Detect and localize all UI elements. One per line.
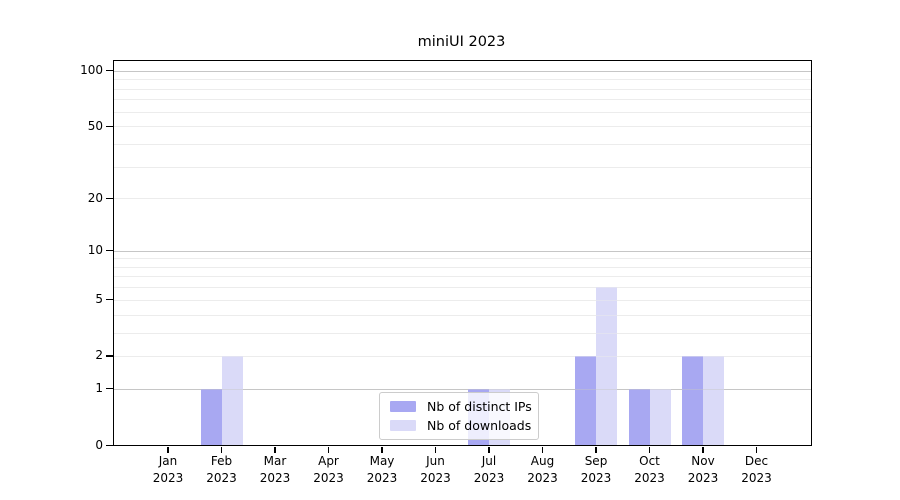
x-axis-tick-1	[220, 446, 223, 453]
y-axis-label-50: 50	[87, 118, 103, 133]
legend-swatch-distinct-ips-icon	[390, 401, 416, 412]
x-axis-tick-0	[167, 446, 169, 453]
gridlines-layer	[114, 61, 811, 445]
bar-nb-of-distinct-ips-9	[628, 388, 650, 445]
gridline-y-4	[114, 314, 811, 316]
x-axis-tick-3	[327, 446, 330, 453]
x-axis-tick-6	[488, 446, 490, 453]
x-axis-label-9: Oct 2023	[634, 454, 665, 485]
gridline-y-20	[114, 198, 811, 200]
x-axis-label-4: May 2023	[366, 454, 398, 485]
x-axis-tick-9	[648, 446, 651, 453]
x-axis-tick-7	[541, 446, 544, 453]
gridline-y-3	[114, 332, 811, 334]
bar-nb-of-distinct-ips-10	[682, 355, 703, 445]
gridline-y-60	[114, 111, 811, 113]
gridline-y-7	[114, 276, 811, 278]
gridline-y-10	[114, 250, 811, 252]
chart-title: miniUI 2023	[417, 34, 506, 50]
x-axis-label-6: Jul 2023	[473, 454, 505, 485]
legend-label-distinct-ips: Nb of distinct IPs	[427, 399, 532, 414]
gridline-y-6	[114, 287, 811, 289]
y-axis-label-10: 10	[87, 243, 103, 258]
x-axis-tick-4	[381, 446, 383, 453]
y-axis-label-0: 0	[95, 437, 103, 452]
bar-nb-of-downloads-9	[649, 388, 671, 445]
bar-nb-of-downloads-10	[703, 355, 724, 445]
y-axis-tick-5	[105, 299, 113, 301]
gridline-y-5	[114, 299, 811, 301]
gridline-y-80	[114, 88, 811, 90]
x-axis-tick-11	[755, 446, 758, 453]
bar-nb-of-distinct-ips-1	[200, 388, 222, 445]
y-axis-label-2: 2	[95, 348, 103, 363]
x-axis-label-10: Nov 2023	[687, 454, 719, 485]
x-axis-tick-8	[595, 446, 597, 453]
gridline-y-100	[114, 70, 811, 72]
gridline-y-70	[114, 99, 811, 101]
y-axis-tick-2	[105, 355, 113, 357]
y-axis-tick-50	[105, 125, 113, 127]
x-axis-label-2: Mar 2023	[259, 454, 291, 485]
axis-ticks-layer: 0 1 2 5 10 20 50 100 Jan 2023 Feb 2023 Mar 2023 Apr…	[80, 61, 811, 484]
gridline-y-50	[114, 126, 811, 128]
x-axis-label-0: Jan 2023	[152, 454, 184, 485]
gridline-y-90	[114, 79, 811, 81]
y-axis-label-1: 1	[95, 381, 103, 396]
y-axis-label-5: 5	[95, 292, 103, 307]
gridline-y-40	[114, 143, 811, 145]
gridline-y-2	[114, 355, 811, 357]
x-axis-tick-10	[702, 446, 704, 453]
y-axis-tick-10	[105, 250, 113, 252]
gridline-y-9	[114, 258, 811, 260]
legend: Nb of distinct IPs Nb of downloads	[379, 392, 539, 440]
bar-nb-of-downloads-1	[221, 355, 243, 445]
legend-item-distinct-ips: Nb of distinct IPs	[390, 399, 532, 414]
gridline-y-8	[114, 266, 811, 268]
x-axis-label-5: Jun 2023	[420, 454, 451, 485]
y-axis-label-100: 100	[80, 63, 103, 78]
gridline-y-30	[114, 166, 811, 168]
y-axis-label-20: 20	[87, 190, 103, 205]
legend-label-downloads: Nb of downloads	[427, 418, 532, 433]
legend-swatch-downloads-icon	[390, 420, 416, 431]
legend-item-downloads: Nb of downloads	[390, 418, 532, 433]
x-axis-tick-5	[434, 446, 437, 453]
x-axis-label-8: Sep 2023	[580, 454, 612, 485]
y-axis-tick-100	[105, 70, 113, 72]
bar-nb-of-distinct-ips-8	[575, 355, 596, 445]
x-axis-tick-2	[274, 446, 276, 453]
x-axis-label-7: Aug 2023	[527, 454, 558, 485]
plot-area: 0 1 2 5 10 20 50 100 Jan 2023 Feb 2023 Mar 2023 Apr…	[80, 60, 812, 485]
gridline-y-1	[114, 388, 811, 390]
x-axis-label-3: Apr 2023	[313, 454, 344, 485]
y-axis-tick-1	[105, 388, 113, 390]
bar-nb-of-downloads-8	[596, 287, 617, 445]
y-axis-tick-0	[105, 444, 113, 446]
x-axis-label-1: Feb 2023	[206, 454, 237, 485]
y-axis-tick-20	[105, 197, 113, 199]
x-axis-label-11: Dec 2023	[741, 454, 772, 485]
